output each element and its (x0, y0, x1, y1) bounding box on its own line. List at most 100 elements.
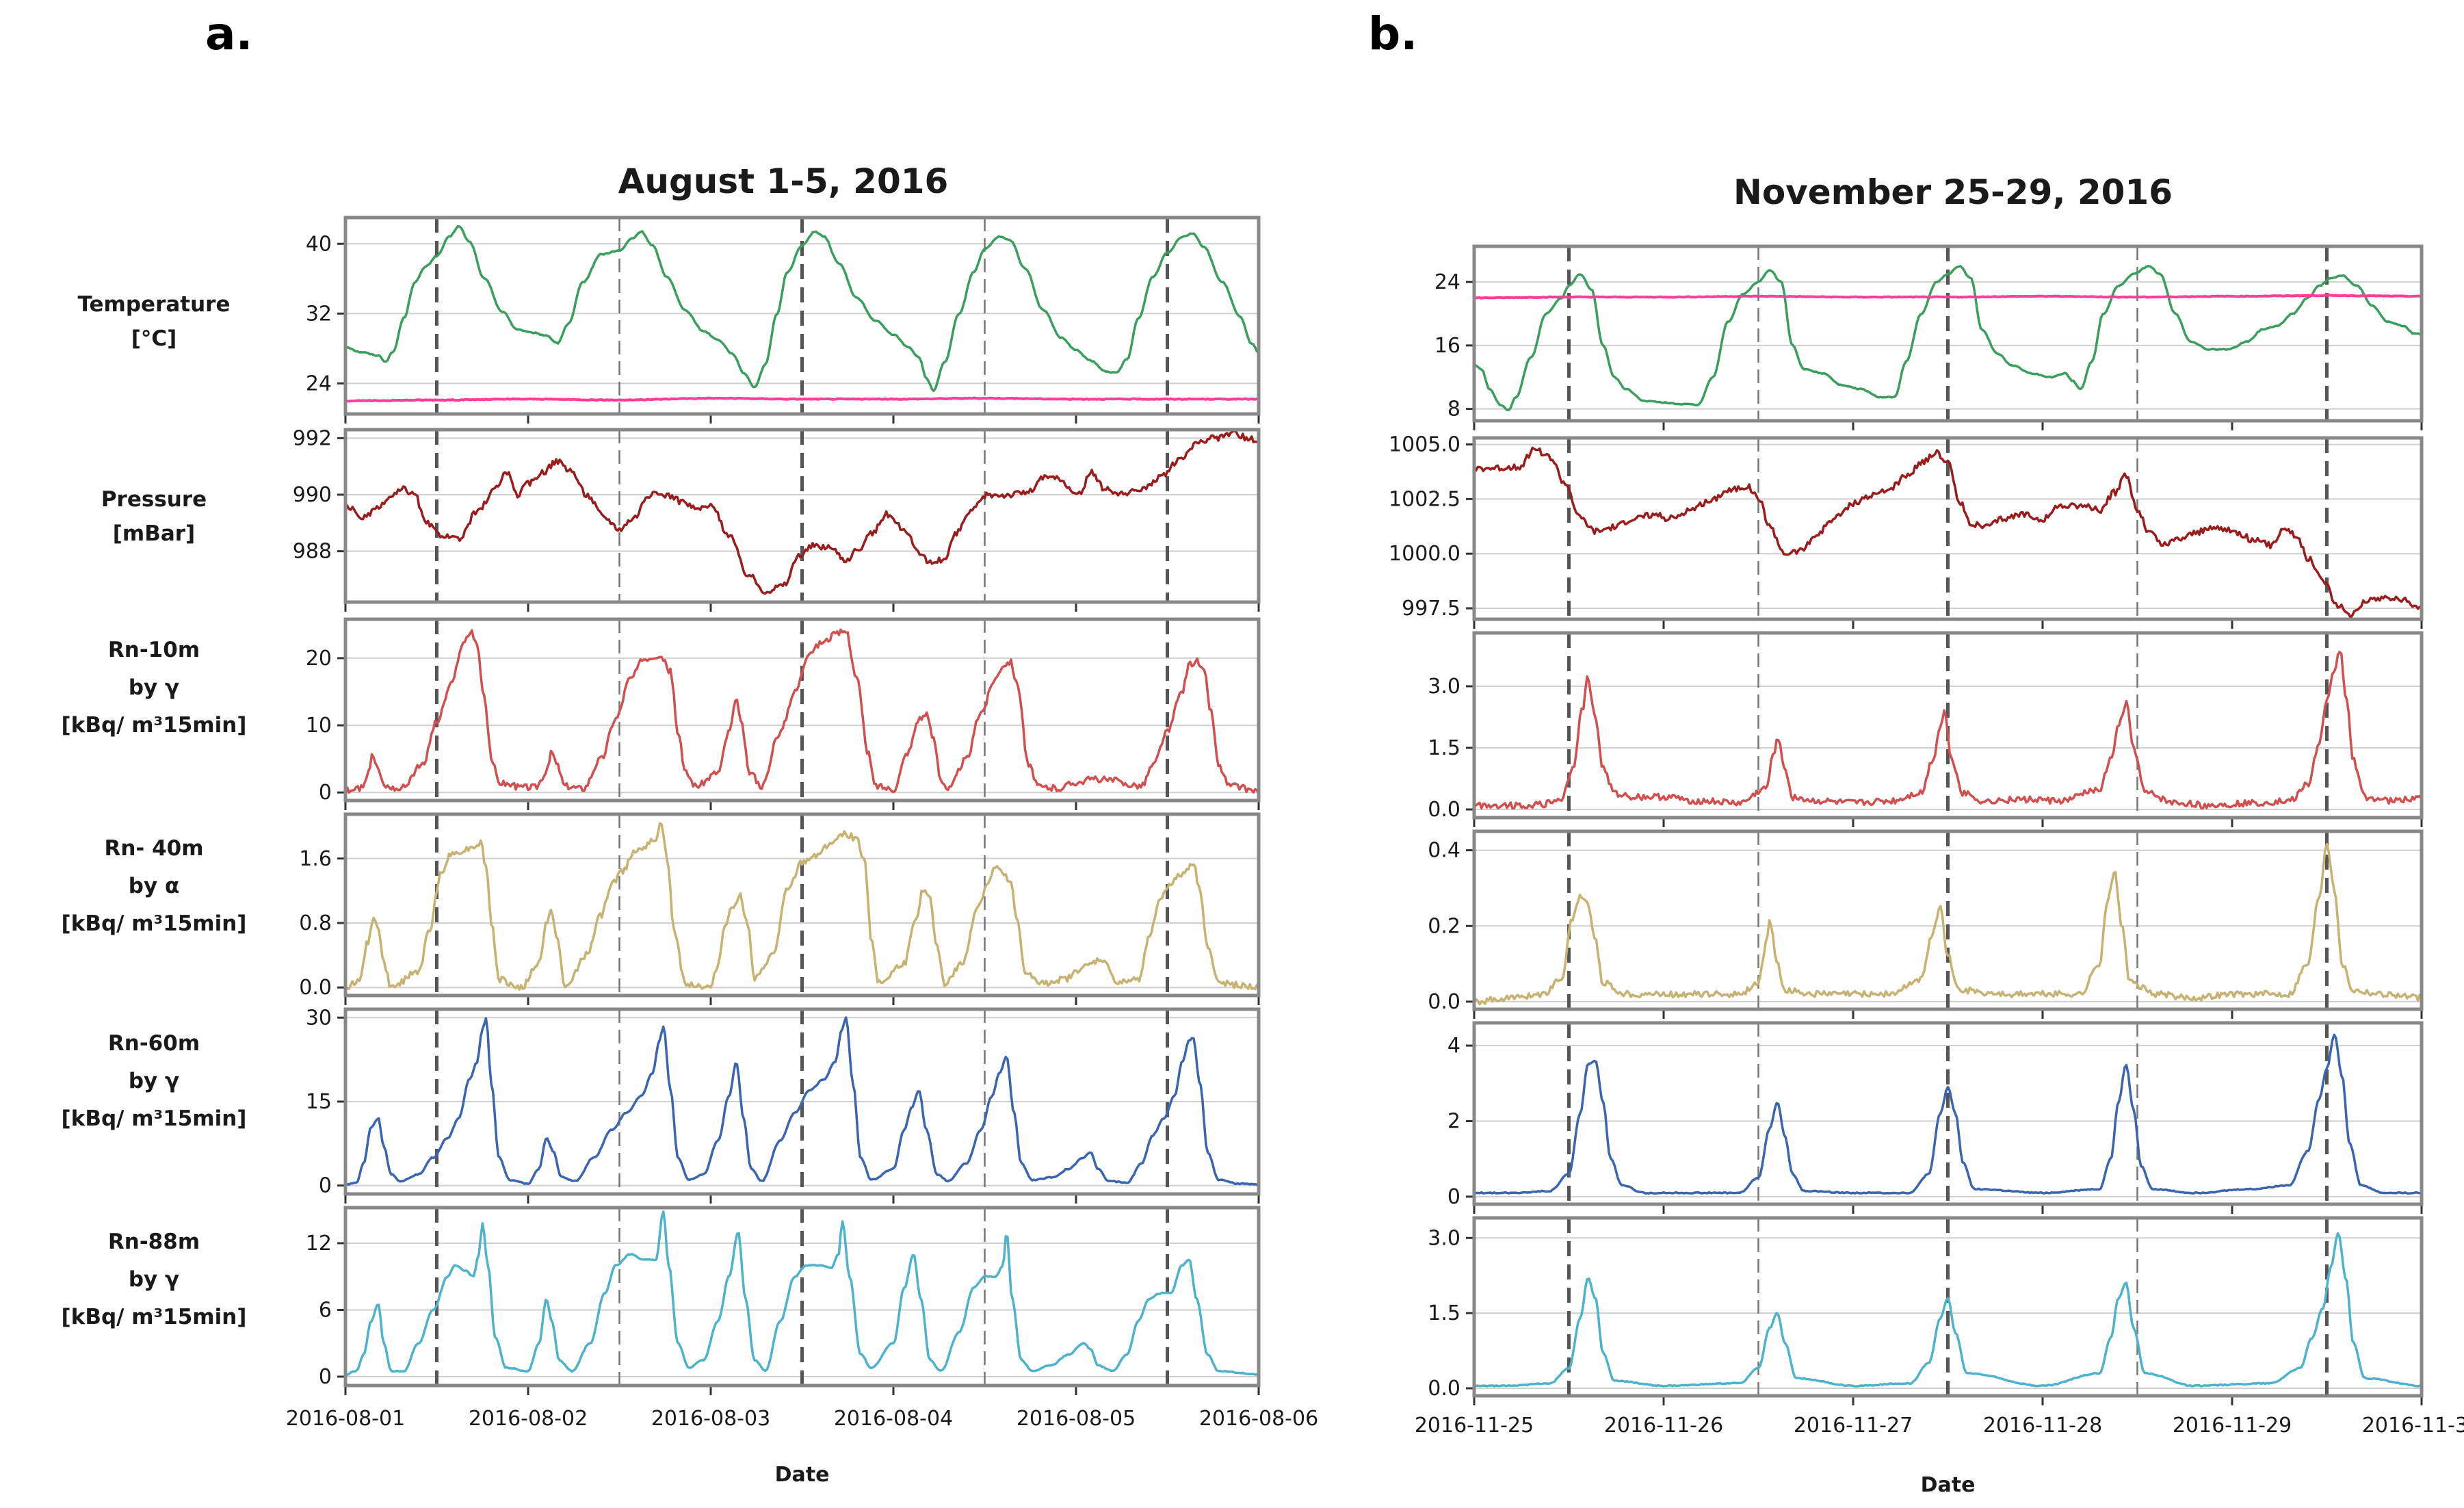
row-label: by γ (129, 1267, 179, 1292)
subplot-frame (1472, 1216, 2424, 1398)
series-line (1473, 1033, 2422, 1195)
y-tick-label: 24 (306, 372, 332, 395)
y-tick-label: 1005.0 (1389, 433, 1460, 457)
y-tick-label: 1.6 (299, 847, 332, 871)
subplot: 0 6 12 Rn-88m by γ [kBq/ m³15min] (62, 1206, 1261, 1395)
y-tick-label: 0.0 (299, 976, 332, 1000)
y-tick-label: 4 (1447, 1034, 1460, 1058)
y-tick-label: 6 (319, 1299, 332, 1323)
y-tick-label: 2 (1447, 1110, 1460, 1134)
y-tick-label: 988 (293, 540, 332, 564)
subplot: 8 16 24 (1434, 244, 2424, 430)
subplot: 0.0 0.8 1.6 Rn- 40m by α [kBq/ m³15min] (62, 812, 1261, 1005)
subplot-frame (1472, 436, 2424, 621)
series-line (345, 1210, 1259, 1376)
x-tick-label: 2016-11-29 (2173, 1414, 2292, 1438)
subplot: 997.5 1000.0 1002.5 1005.0 (1389, 433, 2424, 629)
x-tick-label: 2016-08-01 (286, 1407, 405, 1431)
row-label: Rn-88m (108, 1230, 200, 1254)
series-line (1473, 651, 2423, 810)
subplot: 0.0 1.5 3.0 (1428, 1216, 2424, 1405)
y-tick-label: 0 (319, 1174, 332, 1198)
row-label: Rn-10m (108, 638, 200, 662)
series-line (1473, 294, 2422, 300)
y-tick-label: 992 (293, 426, 332, 450)
y-tick-label: 24 (1434, 270, 1460, 294)
x-tick-label: 2016-08-04 (834, 1407, 953, 1431)
series-line (344, 430, 1259, 595)
row-label: by γ (129, 675, 179, 700)
series-line (344, 822, 1259, 991)
y-tick-label: 1000.0 (1389, 542, 1460, 566)
y-tick-label: 15 (306, 1090, 332, 1114)
chart-title: November 25-29, 2016 (1733, 172, 2173, 212)
y-tick-label: 0.0 (1428, 1377, 1460, 1401)
subplot-frame (1472, 1021, 2424, 1206)
x-tick-label: 2016-11-27 (1794, 1414, 1913, 1438)
chart-panel-b: b.November 25-29, 201681624997.51000.010… (1368, 8, 2464, 1497)
chart-title: August 1-5, 2016 (618, 161, 949, 201)
series-line (345, 1016, 1259, 1186)
subplot-frame (1472, 244, 2424, 423)
x-axis-label: Date (775, 1463, 830, 1487)
series-line (1473, 264, 2422, 411)
row-label: Rn-60m (108, 1031, 200, 1056)
row-label: [kBq/ m³15min] (62, 713, 247, 738)
subplot-frame (1472, 631, 2424, 820)
y-tick-label: 0.2 (1428, 914, 1460, 938)
y-tick-label: 16 (1434, 334, 1460, 358)
subplot-frame (1472, 829, 2424, 1011)
y-tick-label: 40 (306, 232, 332, 256)
subplot-frame (343, 1007, 1261, 1196)
y-tick-label: 0.0 (1428, 798, 1460, 822)
x-tick-label: 2016-08-06 (1199, 1407, 1318, 1431)
row-label: [kBq/ m³15min] (62, 1106, 247, 1131)
y-tick-label: 8 (1447, 398, 1460, 421)
series-line (1473, 446, 2422, 619)
series-line (1473, 1232, 2422, 1388)
subplot: 988 990 992 Pressure [mBar] (101, 426, 1261, 612)
y-tick-label: 0 (319, 781, 332, 805)
subplot: 0 15 30 Rn-60m by γ [kBq/ m³15min] (62, 1006, 1261, 1204)
y-tick-label: 0 (319, 1365, 332, 1389)
row-label: Temperature (78, 292, 231, 317)
row-label: [kBq/ m³15min] (62, 1305, 247, 1329)
y-tick-label: 32 (306, 302, 332, 326)
y-tick-label: 12 (306, 1232, 332, 1256)
series-line (345, 396, 1259, 403)
y-tick-label: 0 (1447, 1185, 1460, 1209)
y-tick-label: 1.5 (1428, 1301, 1460, 1325)
subplot: 0.0 1.5 3.0 (1428, 631, 2424, 827)
series-line (344, 628, 1260, 794)
x-tick-label: 2016-08-03 (651, 1407, 770, 1431)
row-label: Rn- 40m (104, 836, 203, 861)
subplot: 0 2 4 (1447, 1021, 2424, 1214)
x-axis-label: Date (1921, 1473, 1976, 1497)
row-label: by α (129, 874, 180, 898)
row-label: [°C] (131, 326, 177, 351)
y-tick-label: 3.0 (1428, 1226, 1460, 1250)
panel-letter: a. (205, 8, 253, 60)
x-tick-label: 2016-11-30 (2362, 1414, 2464, 1438)
subplot-frame (343, 1206, 1261, 1388)
chart-panel-a: a. August 1-5, 2016 24 32 40 Temperature [°C] 9… (62, 8, 1319, 1487)
x-tick-label: 2016-11-28 (1983, 1414, 2102, 1438)
row-label: [mBar] (113, 521, 195, 546)
y-tick-label: 0.8 (299, 911, 332, 935)
row-label: [kBq/ m³15min] (62, 911, 247, 936)
subplot-frame (343, 812, 1261, 998)
subplot-frame (343, 428, 1261, 604)
y-tick-label: 1002.5 (1389, 487, 1460, 511)
y-tick-label: 30 (306, 1006, 332, 1030)
y-tick-label: 3.0 (1428, 675, 1460, 699)
x-tick-label: 2016-08-02 (469, 1407, 588, 1431)
row-label: Pressure (101, 487, 207, 512)
y-tick-label: 990 (293, 483, 332, 507)
x-tick-label: 2016-11-25 (1415, 1414, 1534, 1438)
y-tick-label: 0.4 (1428, 839, 1460, 863)
subplot-frame (343, 617, 1261, 803)
y-tick-label: 0.0 (1428, 990, 1460, 1014)
x-tick-label: 2016-08-05 (1017, 1407, 1136, 1431)
subplot: 0 10 20 Rn-10m by γ [kBq/ m³15min] (62, 617, 1261, 810)
